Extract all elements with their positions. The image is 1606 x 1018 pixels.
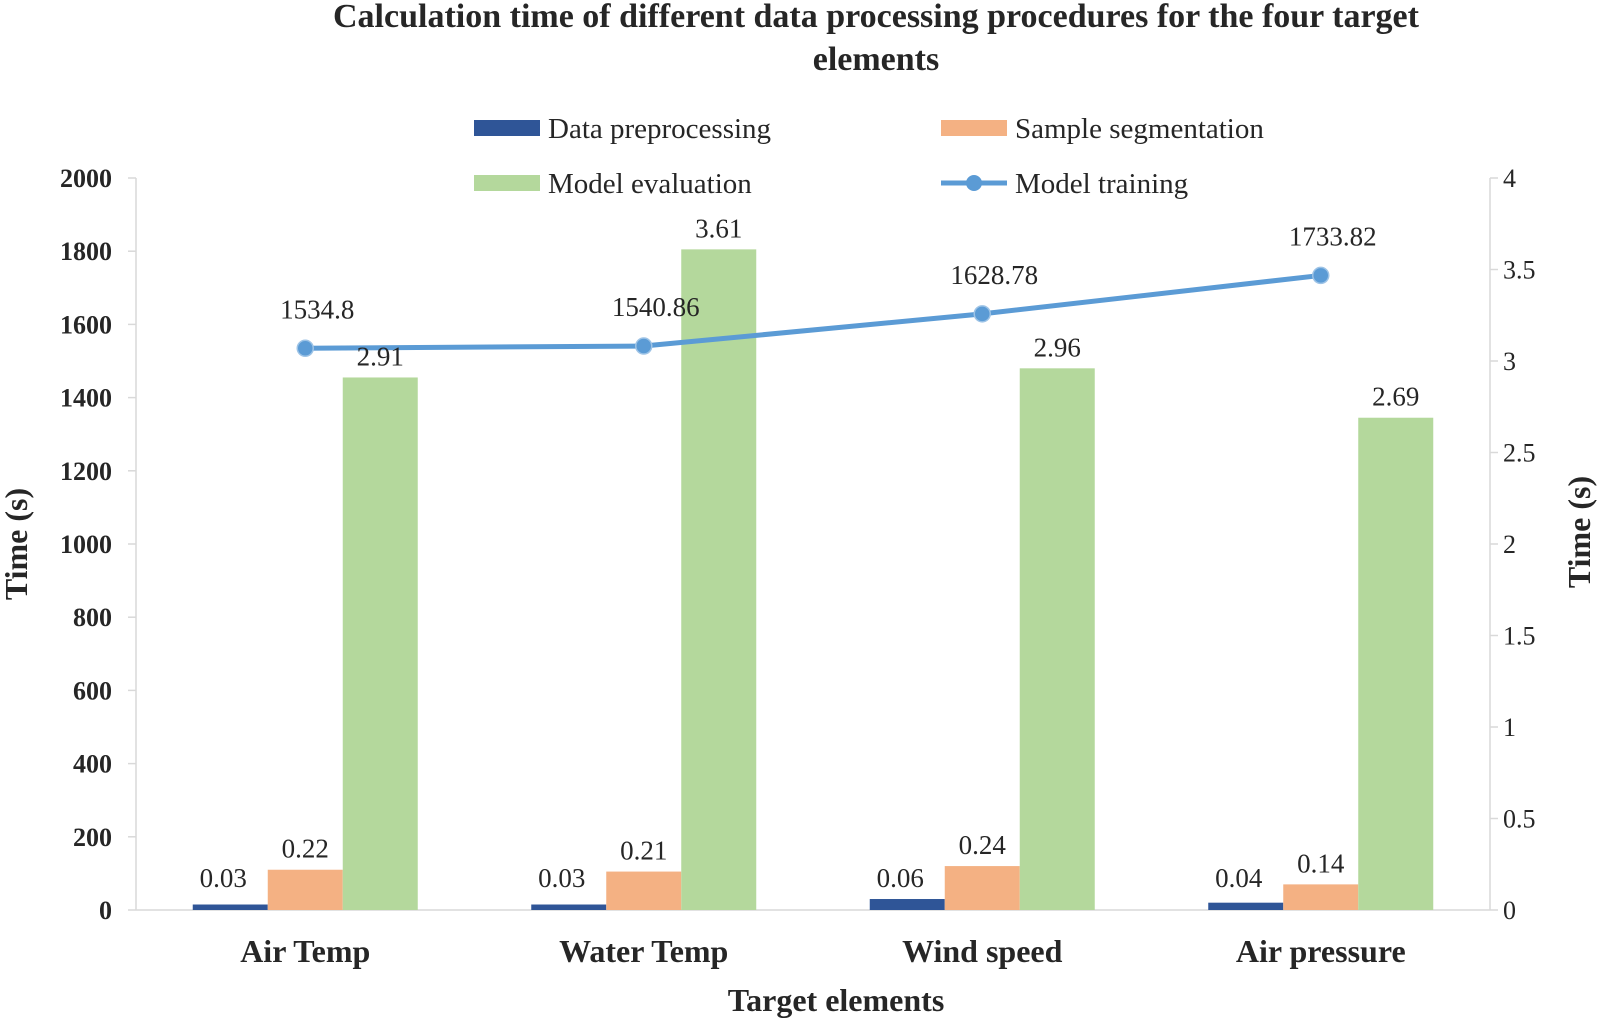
y-tick-label-right: 0.5 bbox=[1503, 805, 1536, 834]
bar-model-evaluation bbox=[1358, 417, 1434, 910]
axes: 0 200 400 600 800 1000 1200 1400 1600 1800 2000 0 0.… bbox=[0, 164, 1597, 1018]
bar-sample-segmentation bbox=[944, 866, 1020, 910]
y-axis-title-left: Time (s) bbox=[0, 488, 34, 600]
data-label-sample-segmentation: 0.21 bbox=[620, 836, 667, 866]
data-label-model-evaluation: 3.61 bbox=[695, 213, 742, 243]
data-label-model-evaluation: 2.91 bbox=[357, 341, 404, 371]
bar-data-preprocessing bbox=[531, 904, 607, 910]
y-tick-label-left: 1400 bbox=[60, 384, 112, 413]
legend-swatch-model-evaluation bbox=[474, 175, 540, 191]
y-tick-label-left: 200 bbox=[73, 823, 112, 852]
data-label-data-preprocessing: 0.03 bbox=[200, 863, 247, 893]
data-label-sample-segmentation: 0.14 bbox=[1297, 848, 1345, 878]
bars bbox=[192, 249, 1434, 911]
data-label-model-evaluation: 2.69 bbox=[1372, 382, 1419, 412]
line-point-model-training bbox=[1312, 266, 1330, 285]
legend-label-model-training: Model training bbox=[1015, 168, 1188, 200]
y-tick-label-left: 1200 bbox=[60, 457, 112, 486]
data-label-model-training: 1534.8 bbox=[280, 294, 354, 324]
y-tick-label-left: 800 bbox=[73, 603, 112, 632]
legend-label-sample-segmentation: Sample segmentation bbox=[1015, 113, 1264, 145]
y-tick-label-right: 1 bbox=[1503, 713, 1516, 742]
y-tick-label-right: 0 bbox=[1503, 896, 1516, 925]
bar-data-preprocessing bbox=[192, 904, 268, 910]
bar-model-evaluation bbox=[342, 377, 418, 911]
y-tick-label-left: 600 bbox=[73, 676, 112, 705]
data-label-model-training: 1733.82 bbox=[1289, 221, 1377, 251]
y-tick-label-left: 2000 bbox=[60, 164, 112, 193]
data-label-sample-segmentation: 0.22 bbox=[282, 834, 329, 864]
y-tick-label-left: 0 bbox=[99, 896, 112, 925]
legend-swatch-sample-segmentation bbox=[941, 120, 1007, 136]
y-tick-label-right: 1.5 bbox=[1503, 622, 1536, 651]
data-label-model-training: 1540.86 bbox=[612, 292, 700, 322]
data-label-data-preprocessing: 0.03 bbox=[538, 863, 585, 893]
x-tick-label: Wind speed bbox=[902, 933, 1063, 969]
chart-title-line: Calculation time of different data proce… bbox=[333, 0, 1420, 35]
y-tick-label-left: 1000 bbox=[60, 530, 112, 559]
chart-title: Calculation time of different data proce… bbox=[333, 0, 1420, 78]
y-tick-label-right: 3 bbox=[1503, 347, 1516, 376]
legend: Data preprocessing Sample segmentation Mod… bbox=[474, 113, 1264, 200]
line-series bbox=[296, 266, 1330, 358]
legend-label-data-preprocessing: Data preprocessing bbox=[548, 113, 771, 145]
bar-sample-segmentation bbox=[1283, 884, 1359, 910]
x-tick-label: Water Temp bbox=[559, 933, 728, 969]
legend-swatch-data-preprocessing bbox=[474, 120, 540, 136]
line-model-training bbox=[305, 272, 1322, 351]
bar-data-preprocessing bbox=[1208, 902, 1284, 910]
y-tick-label-left: 400 bbox=[73, 750, 112, 779]
line-point-model-training bbox=[635, 337, 653, 355]
x-tick-label: Air Temp bbox=[240, 933, 370, 969]
y-tick-label-right: 3.5 bbox=[1503, 256, 1536, 285]
x-axis-title: Target elements bbox=[728, 982, 945, 1018]
legend-marker-model-training bbox=[966, 175, 982, 191]
x-tick-label: Air pressure bbox=[1236, 933, 1406, 969]
data-label-model-evaluation: 2.96 bbox=[1034, 332, 1081, 362]
y-tick-label-left: 1600 bbox=[60, 310, 112, 339]
line-point-model-training bbox=[296, 339, 314, 358]
line-point-model-training bbox=[973, 305, 991, 323]
data-label-sample-segmentation: 0.24 bbox=[959, 830, 1007, 860]
bar-model-evaluation bbox=[681, 249, 757, 910]
y-tick-label-right: 2 bbox=[1503, 530, 1516, 559]
bar-data-preprocessing bbox=[869, 899, 945, 910]
y-tick-label-left: 1800 bbox=[60, 237, 112, 266]
y-tick-label-right: 2.5 bbox=[1503, 439, 1536, 468]
data-label-data-preprocessing: 0.06 bbox=[877, 863, 924, 893]
data-labels: 0.03 0.03 0.06 0.04 0.22 0.21 0.24 0.14 2.91 3.61… bbox=[200, 213, 1420, 893]
bar-sample-segmentation bbox=[606, 871, 682, 910]
data-label-data-preprocessing: 0.04 bbox=[1215, 863, 1263, 893]
y-tick-label-right: 4 bbox=[1503, 164, 1516, 193]
legend-label-model-evaluation: Model evaluation bbox=[548, 168, 752, 200]
bar-model-evaluation bbox=[1019, 368, 1095, 910]
y-axis-title-right: Time (s) bbox=[1561, 476, 1597, 588]
bar-sample-segmentation bbox=[267, 869, 343, 910]
chart-title-line: elements bbox=[813, 41, 940, 78]
data-label-model-training: 1628.78 bbox=[950, 260, 1038, 290]
